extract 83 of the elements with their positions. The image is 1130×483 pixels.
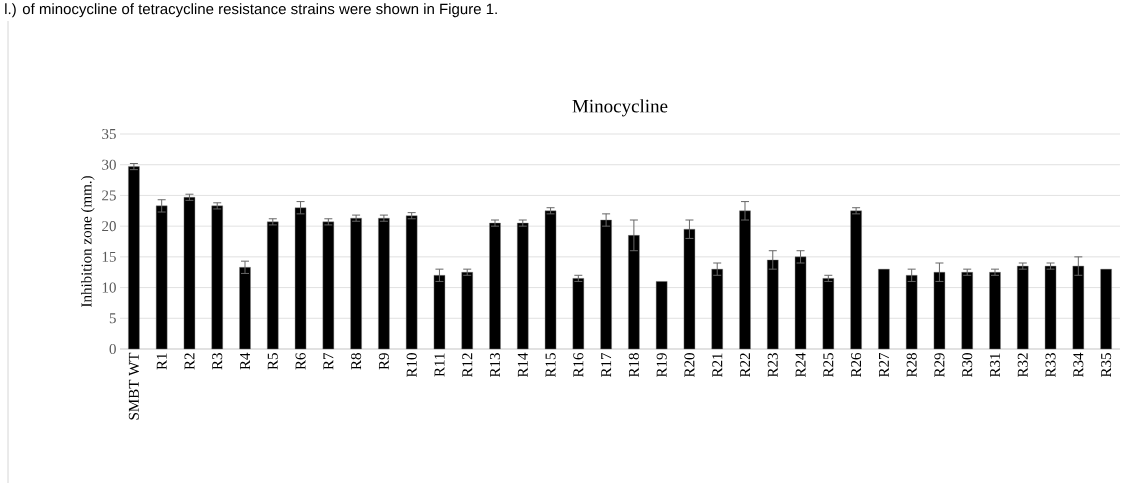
bar <box>655 281 668 350</box>
bar <box>239 267 251 350</box>
x-tick-label: R24 <box>795 352 806 378</box>
bar <box>322 221 335 350</box>
x-tick-label: R20 <box>684 353 695 378</box>
x-tick-label: R13 <box>489 353 501 378</box>
x-tick-label: R5 <box>267 353 278 370</box>
x-tick-label: R10 <box>406 353 417 378</box>
x-tick-label: R32 <box>1017 353 1028 378</box>
x-tick-label: R1 <box>156 353 167 370</box>
x-tick-label: R28 <box>906 353 917 378</box>
text: l.) of minocycline of tetracycline resistance strains were shown in Figure 1. <box>5 3 497 18</box>
bar <box>155 205 168 350</box>
x-tick-label: R16 <box>573 352 584 378</box>
x-tick-label: R31 <box>989 353 1001 378</box>
x-tick-label: R14 <box>517 352 528 378</box>
bar <box>544 210 557 350</box>
bar <box>989 272 1001 350</box>
x-tick-label: R21 <box>712 353 723 378</box>
x-tick-label: R6 <box>295 352 306 370</box>
x-tick-label: R18 <box>628 353 639 378</box>
bar <box>905 275 918 350</box>
bar <box>461 272 473 350</box>
bar <box>711 268 723 350</box>
bar <box>600 219 612 350</box>
x-tick-label: R11 <box>434 353 445 377</box>
bar <box>128 166 140 350</box>
x-tick-label: R19 <box>656 353 667 378</box>
bar <box>517 222 529 350</box>
x-tick-label: R33 <box>1045 353 1056 378</box>
bar <box>850 210 862 350</box>
x-tick-label: R2 <box>184 353 195 370</box>
bar <box>378 217 390 350</box>
bar <box>628 235 640 350</box>
x-tick-label: R12 <box>462 353 473 378</box>
bar <box>183 197 196 350</box>
y-tick-label: 35 <box>102 128 116 140</box>
bar <box>767 259 779 350</box>
y-axis-title: Inhibition zone (mm.) <box>81 176 95 307</box>
y-tick-label: 15 <box>102 251 116 262</box>
bar <box>1017 265 1029 350</box>
bar <box>933 272 946 350</box>
x-tick-label: R29 <box>934 353 945 378</box>
x-tick-label: R34 <box>1073 352 1084 378</box>
bar <box>794 256 807 350</box>
bar <box>739 210 751 350</box>
bar <box>878 268 890 350</box>
x-tick-label: R35 <box>1101 353 1112 378</box>
x-tick-label: R3 <box>212 353 223 370</box>
y-tick-label: 10 <box>102 282 116 293</box>
bar <box>572 278 585 350</box>
x-tick-label: SMBT WT <box>128 352 139 420</box>
bar <box>1072 265 1085 350</box>
x-tick-label: R23 <box>767 353 778 378</box>
x-tick-label: R7 <box>323 352 334 370</box>
bar <box>822 278 835 350</box>
y-tick-label: 20 <box>102 221 116 232</box>
y-tick-label: 0 <box>109 343 116 355</box>
y-tick-label: 25 <box>102 190 116 201</box>
bar <box>489 222 501 350</box>
x-tick-label: R9 <box>378 353 389 370</box>
x-tick-label: R17 <box>601 352 612 378</box>
bar <box>350 217 362 350</box>
bar <box>211 205 223 350</box>
x-tick-label: R22 <box>740 353 750 378</box>
bar <box>1100 268 1112 350</box>
bar <box>405 215 418 350</box>
bar <box>294 207 307 350</box>
y-tick-label: 30 <box>102 159 116 170</box>
y-tick-label: 5 <box>109 313 116 324</box>
x-tick-label: R8 <box>351 353 362 370</box>
x-tick-label: R27 <box>878 352 889 378</box>
x-tick-label: R15 <box>545 353 556 378</box>
x-tick-label: R25 <box>823 353 834 378</box>
bar <box>961 272 973 350</box>
bar <box>1044 265 1057 350</box>
bar <box>683 229 696 350</box>
x-tick-label: R26 <box>851 352 862 378</box>
bar <box>267 221 279 350</box>
x-tick-label: R30 <box>962 353 973 378</box>
bar <box>433 275 446 350</box>
chart-title: Minocycline <box>572 99 668 117</box>
x-tick-label: R4 <box>240 352 250 370</box>
